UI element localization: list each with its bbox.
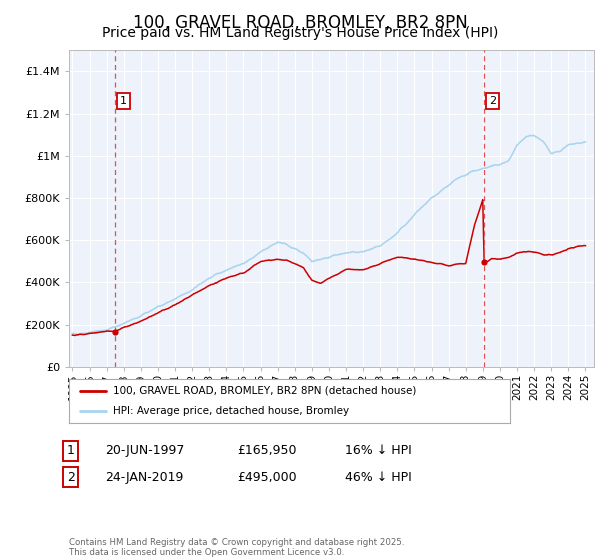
Text: HPI: Average price, detached house, Bromley: HPI: Average price, detached house, Brom… (113, 406, 349, 416)
Text: Price paid vs. HM Land Registry's House Price Index (HPI): Price paid vs. HM Land Registry's House … (102, 26, 498, 40)
Text: 100, GRAVEL ROAD, BROMLEY, BR2 8PN: 100, GRAVEL ROAD, BROMLEY, BR2 8PN (133, 14, 467, 32)
Text: 2: 2 (67, 470, 75, 484)
Text: £165,950: £165,950 (237, 444, 296, 458)
Text: £495,000: £495,000 (237, 470, 296, 484)
Text: 24-JAN-2019: 24-JAN-2019 (105, 470, 184, 484)
Text: 46% ↓ HPI: 46% ↓ HPI (345, 470, 412, 484)
Text: 1: 1 (120, 96, 127, 106)
Text: 2: 2 (489, 96, 496, 106)
Text: 20-JUN-1997: 20-JUN-1997 (105, 444, 184, 458)
Text: 1: 1 (67, 444, 75, 458)
Text: Contains HM Land Registry data © Crown copyright and database right 2025.
This d: Contains HM Land Registry data © Crown c… (69, 538, 404, 557)
Text: 100, GRAVEL ROAD, BROMLEY, BR2 8PN (detached house): 100, GRAVEL ROAD, BROMLEY, BR2 8PN (deta… (113, 386, 416, 396)
Text: 16% ↓ HPI: 16% ↓ HPI (345, 444, 412, 458)
